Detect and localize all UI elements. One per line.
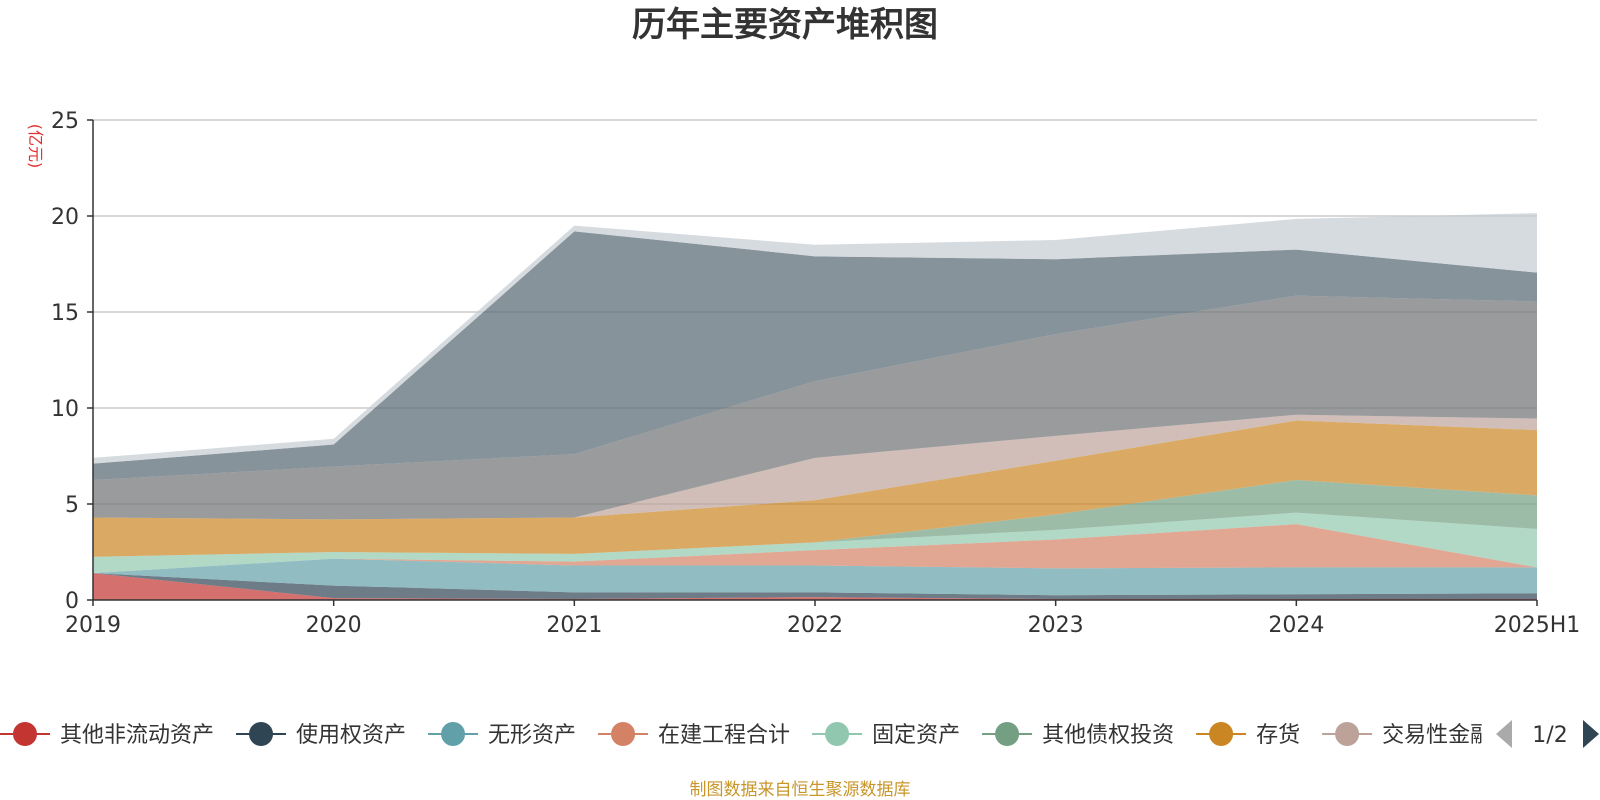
legend-marker-icon: [825, 722, 850, 746]
y-tick-label: 10: [51, 397, 79, 422]
area-series-5: [93, 512, 1537, 574]
legend-marker-icon: [995, 722, 1020, 746]
legend-marker-icon: [1335, 722, 1360, 746]
legend-prev-page-icon[interactable]: [1496, 720, 1512, 748]
legend-label: 存货: [1256, 723, 1300, 748]
x-tick-label: 2020: [306, 613, 362, 638]
legend-item-1[interactable]: 其他非流动资产: [0, 722, 214, 748]
area-series-8: [93, 414, 1537, 520]
y-tick-label: 5: [65, 493, 79, 518]
legend-label: 使用权资产: [296, 723, 406, 748]
y-tick-label: 25: [51, 109, 79, 134]
legend-label: 固定资产: [872, 723, 960, 748]
legend-marker-icon: [441, 722, 466, 746]
area-series-6: [93, 480, 1537, 557]
x-tick-label: 2021: [546, 613, 602, 638]
legend-marker-icon: [1209, 722, 1234, 746]
legend-item-7[interactable]: 存货: [1196, 722, 1300, 748]
x-tick-label: 2019: [65, 613, 121, 638]
legend-item-8[interactable]: 交易性金融资产: [1322, 722, 1536, 748]
area-series-11: [93, 213, 1537, 464]
data-source-note: 制图数据来自恒生聚源数据库: [690, 780, 911, 800]
axes: 0 5 10 15 20 25 2019 2020 2021 2022 2023 2024 2025H1: [51, 109, 1580, 638]
area-series-7: [93, 420, 1537, 557]
legend-label: 其他债权投资: [1042, 723, 1174, 748]
area-series-10: [93, 231, 1537, 480]
legend-pager: 1/2: [1496, 720, 1599, 748]
chart-title: 历年主要资产堆积图: [632, 5, 938, 45]
legend-item-3[interactable]: 无形资产: [428, 722, 576, 748]
legend: 其他非流动资产 使用权资产 无形资产 在建工程合计 固定资产 其他债权投资 存货 交易性金融资…: [0, 722, 1536, 748]
area-series-9: [93, 295, 1537, 520]
area-series: [93, 213, 1537, 600]
x-tick-label: 2023: [1028, 613, 1084, 638]
legend-marker-icon: [13, 722, 37, 746]
x-tick-label: 2025H1: [1494, 613, 1581, 638]
legend-page-indicator: 1/2: [1532, 723, 1567, 748]
area-series-2: [93, 573, 1537, 600]
legend-next-page-icon[interactable]: [1583, 720, 1599, 748]
x-tick-label: 2022: [787, 613, 843, 638]
legend-label: 其他非流动资产: [60, 723, 214, 748]
y-tick-label: 20: [51, 205, 79, 230]
legend-item-4[interactable]: 在建工程合计: [598, 722, 790, 748]
legend-item-5[interactable]: 固定资产: [812, 722, 960, 748]
legend-label: 交易性金融资产: [1382, 723, 1536, 748]
legend-marker-icon: [611, 722, 636, 746]
legend-item-6[interactable]: 其他债权投资: [982, 722, 1174, 748]
legend-item-2[interactable]: 使用权资产: [236, 722, 406, 748]
area-series-4: [93, 524, 1537, 574]
legend-label: 在建工程合计: [658, 723, 790, 748]
y-axis-unit: (亿元): [26, 124, 45, 169]
area-series-3: [93, 558, 1537, 596]
y-tick-label: 15: [51, 301, 79, 326]
legend-marker-icon: [249, 722, 274, 746]
area-series-1: [93, 573, 1537, 600]
x-tick-label: 2024: [1268, 613, 1324, 638]
legend-label: 无形资产: [488, 723, 576, 748]
y-tick-label: 0: [65, 589, 79, 614]
